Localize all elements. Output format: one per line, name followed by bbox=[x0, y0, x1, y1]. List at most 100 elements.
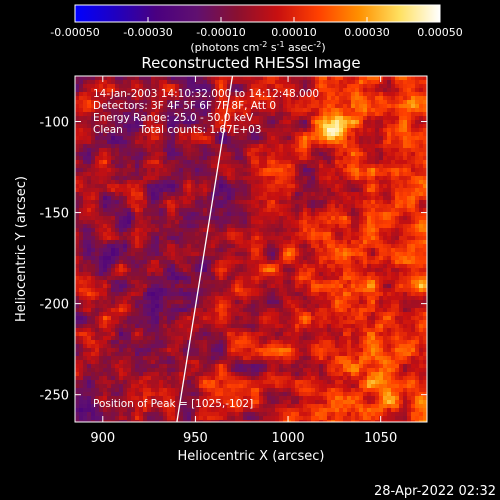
heatmap-cell bbox=[199, 164, 204, 169]
heatmap-cell bbox=[243, 136, 248, 141]
heatmap-cell bbox=[139, 200, 144, 205]
heatmap-cell bbox=[127, 248, 132, 253]
heatmap-cell bbox=[283, 124, 288, 129]
heatmap-cell bbox=[175, 280, 180, 285]
heatmap-cell bbox=[191, 132, 196, 137]
heatmap-cell bbox=[95, 280, 100, 285]
heatmap-cell bbox=[287, 144, 292, 149]
heatmap-cell bbox=[111, 196, 116, 201]
heatmap-cell bbox=[135, 420, 140, 422]
heatmap-cell bbox=[255, 276, 260, 281]
heatmap-cell bbox=[171, 192, 176, 197]
heatmap-cell bbox=[275, 360, 280, 365]
heatmap-cell bbox=[215, 220, 220, 225]
heatmap-cell bbox=[223, 196, 228, 201]
heatmap-cell bbox=[171, 260, 176, 265]
heatmap-cell bbox=[219, 352, 224, 357]
heatmap-cell bbox=[275, 256, 280, 261]
heatmap-cell bbox=[295, 116, 300, 121]
heatmap-cell bbox=[191, 372, 196, 377]
heatmap-cell bbox=[171, 156, 176, 161]
heatmap-cell bbox=[131, 404, 136, 409]
heatmap-cell bbox=[163, 208, 168, 213]
heatmap-cell bbox=[147, 408, 152, 413]
heatmap-cell bbox=[203, 292, 208, 297]
heatmap-cell bbox=[243, 236, 248, 241]
heatmap-cell bbox=[195, 224, 200, 229]
heatmap-cell bbox=[155, 256, 160, 261]
heatmap-cell bbox=[211, 312, 216, 317]
heatmap-cell bbox=[115, 276, 120, 281]
heatmap-cell bbox=[175, 256, 180, 261]
heatmap-cell bbox=[131, 344, 136, 349]
heatmap-cell bbox=[147, 88, 152, 93]
heatmap-cell bbox=[283, 164, 288, 169]
heatmap-cell bbox=[211, 284, 216, 289]
heatmap-cell bbox=[247, 176, 252, 181]
heatmap-cell bbox=[163, 120, 168, 125]
heatmap-cell bbox=[235, 336, 240, 341]
heatmap-cell bbox=[203, 400, 208, 405]
heatmap-cell bbox=[75, 136, 80, 141]
heatmap-cell bbox=[159, 324, 164, 329]
heatmap-cell bbox=[127, 420, 132, 422]
heatmap-cell bbox=[267, 280, 272, 285]
heatmap-cell bbox=[263, 104, 268, 109]
heatmap-cell bbox=[75, 420, 80, 422]
heatmap-cell bbox=[75, 284, 80, 289]
heatmap-cell bbox=[179, 208, 184, 213]
heatmap-cell bbox=[239, 76, 244, 81]
heatmap-cell bbox=[219, 300, 224, 305]
heatmap-cell bbox=[79, 336, 84, 341]
heatmap-cell bbox=[159, 188, 164, 193]
heatmap-cell bbox=[215, 284, 220, 289]
heatmap-cell bbox=[299, 144, 304, 149]
heatmap-cell bbox=[247, 260, 252, 265]
heatmap-cell bbox=[263, 252, 268, 257]
heatmap-cell bbox=[191, 268, 196, 273]
heatmap-cell bbox=[91, 364, 96, 369]
heatmap-cell bbox=[251, 164, 256, 169]
heatmap-cell bbox=[143, 236, 148, 241]
heatmap-cell bbox=[235, 264, 240, 269]
heatmap-cell bbox=[111, 348, 116, 353]
heatmap-cell bbox=[299, 232, 304, 237]
heatmap-cell bbox=[167, 368, 172, 373]
heatmap-cell bbox=[239, 328, 244, 333]
heatmap-cell bbox=[219, 160, 224, 165]
heatmap-cell bbox=[271, 284, 276, 289]
heatmap-cell bbox=[111, 136, 116, 141]
heatmap-cell bbox=[279, 312, 284, 317]
heatmap-cell bbox=[255, 144, 260, 149]
heatmap-cell bbox=[147, 120, 152, 125]
heatmap-cell bbox=[223, 128, 228, 133]
heatmap-cell bbox=[135, 244, 140, 249]
heatmap-cell bbox=[155, 260, 160, 265]
heatmap-cell bbox=[283, 156, 288, 161]
heatmap-cell bbox=[207, 176, 212, 181]
heatmap-cell bbox=[231, 112, 236, 117]
heatmap-cell bbox=[175, 148, 180, 153]
heatmap-cell bbox=[207, 104, 212, 109]
heatmap-cell bbox=[219, 304, 224, 309]
heatmap-cell bbox=[247, 292, 252, 297]
heatmap-cell bbox=[291, 136, 296, 141]
heatmap-cell bbox=[227, 252, 232, 257]
heatmap-cell bbox=[295, 288, 300, 293]
heatmap-cell bbox=[211, 236, 216, 241]
heatmap-cell bbox=[275, 324, 280, 329]
heatmap-cell bbox=[243, 320, 248, 325]
heatmap-cell bbox=[239, 88, 244, 93]
heatmap-cell bbox=[139, 120, 144, 125]
heatmap-cell bbox=[223, 96, 228, 101]
heatmap-cell bbox=[87, 76, 92, 81]
heatmap-cell bbox=[163, 140, 168, 145]
heatmap-cell bbox=[243, 112, 248, 117]
heatmap-cell bbox=[187, 324, 192, 329]
heatmap-cell bbox=[163, 364, 168, 369]
heatmap-cell bbox=[143, 212, 148, 217]
heatmap-cell bbox=[267, 100, 272, 105]
heatmap-cell bbox=[163, 268, 168, 273]
heatmap-cell bbox=[171, 416, 176, 421]
heatmap-cell bbox=[203, 208, 208, 213]
